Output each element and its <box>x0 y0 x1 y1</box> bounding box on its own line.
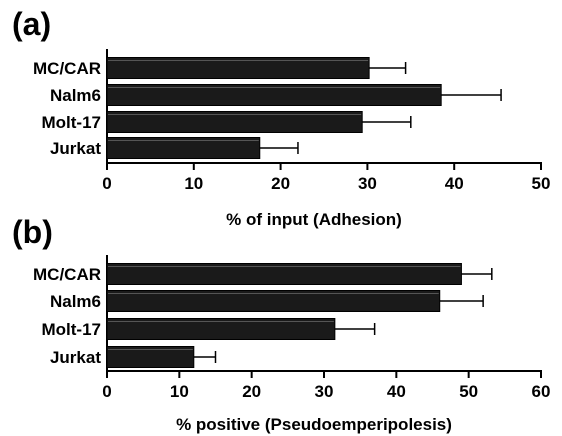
x-tick-label: 10 <box>184 174 203 193</box>
x-tick-label: 50 <box>532 174 551 193</box>
panel-b: (b) 0 10 20 30 40 50 60 MC/CAR Nalm6 Molt-17 Jurkat… <box>12 214 550 434</box>
category-label: Nalm6 <box>50 292 101 311</box>
x-tick-label: 40 <box>387 382 406 401</box>
x-tick-label: 20 <box>271 174 290 193</box>
x-axis-title: % positive (Pseudoemperipolesis) <box>176 415 452 434</box>
category-label: Nalm6 <box>50 86 101 105</box>
panel-label: (a) <box>12 6 51 42</box>
category-label: Molt-17 <box>42 113 102 132</box>
x-axis-title: % of input (Adhesion) <box>226 210 402 229</box>
category-label: MC/CAR <box>33 265 101 284</box>
category-label: Jurkat <box>50 348 101 367</box>
x-tick-label: 40 <box>445 174 464 193</box>
panel-label: (b) <box>12 214 53 250</box>
x-tick-label: 0 <box>102 174 111 193</box>
x-tick-label: 30 <box>315 382 334 401</box>
category-label: Molt-17 <box>42 320 102 339</box>
x-tick-label: 20 <box>242 382 261 401</box>
panel-a: (a) 0 10 20 30 40 50 MC/CAR Nalm6 Molt-17 Jurkat % … <box>12 6 550 229</box>
x-tick-label: 60 <box>532 382 551 401</box>
x-tick-label: 50 <box>459 382 478 401</box>
x-tick-label: 10 <box>170 382 189 401</box>
x-tick-label: 30 <box>358 174 377 193</box>
x-tick-label: 0 <box>102 382 111 401</box>
category-label: Jurkat <box>50 139 101 158</box>
category-label: MC/CAR <box>33 59 101 78</box>
